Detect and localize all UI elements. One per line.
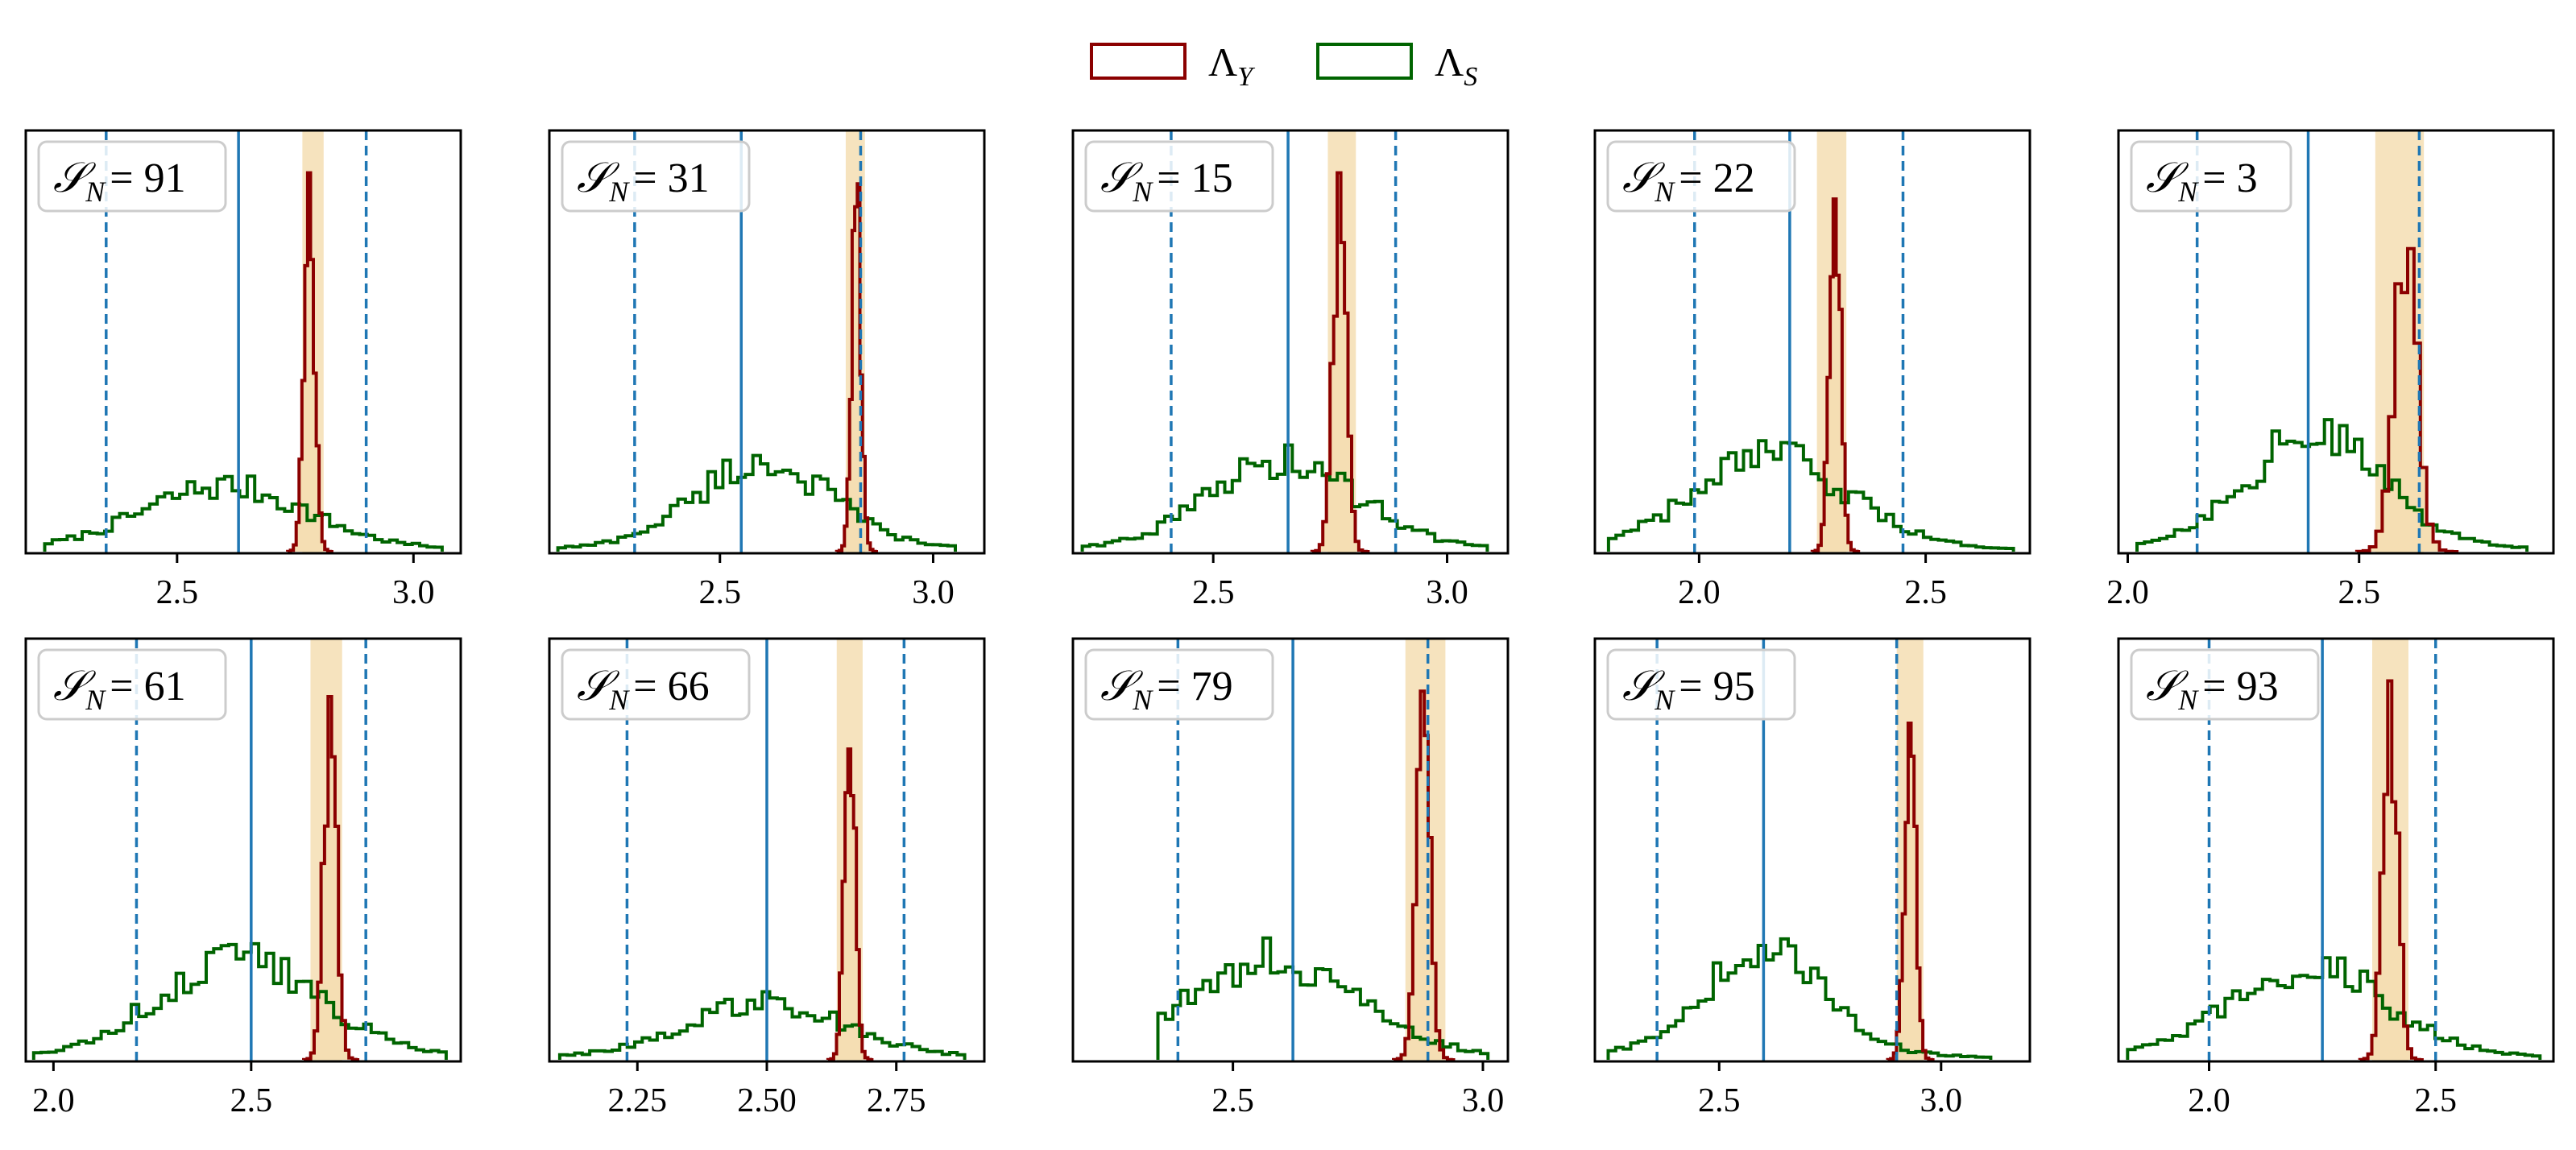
lambda-y-histogram [286,171,333,553]
legend-label-lambda-s: ΛS [1435,39,1477,92]
axes-frame [2117,637,2555,1063]
panel-label-box [1084,648,1274,721]
lambda-y-fill [1394,691,1456,1060]
lambda-s-histogram [1080,443,1489,552]
x-tick-label: 2.5 [1698,1082,1741,1119]
panel-3: 2.0 2.5 𝒮N = 3 [2106,129,2555,611]
x-tick-label: 2.5 [2338,574,2380,611]
lambda-y-histogram [302,695,360,1061]
panel-label-box [1606,648,1796,721]
panel-label: 𝒮N = 95 [1622,664,1755,716]
x-tick-label: 3.0 [1426,574,1468,611]
legend-swatch-lambda-s [1316,43,1413,80]
lambda-s-histogram [2126,956,2542,1060]
x-tick-label: 2.0 [2106,574,2149,611]
panel-label-box [37,140,227,213]
lambda-y-histogram [835,182,878,553]
panel-label-box [561,140,751,213]
lambda-y-fill [304,697,360,1060]
panel-label: 𝒮N = 15 [1100,155,1233,208]
panel-label: 𝒮N = 31 [577,155,710,208]
panel-grid: 2.5 3.0𝒮N = 912.5 3.0𝒮N = 312.5 3.0𝒮N = 152.0 2… [24,129,2555,1119]
panel-label-box [1606,140,1796,213]
x-tick-label: 2.0 [32,1082,75,1119]
panel-label: 𝒮N = 61 [53,664,186,716]
x-tick-label: 2.0 [2188,1082,2230,1119]
lambda-y-fill [1311,172,1370,552]
lambda-y-fill [2359,680,2424,1060]
x-tick-label: 2.5 [1211,1082,1254,1119]
lambda-s-histogram [1606,937,1993,1060]
x-tick-label: 3.0 [392,574,435,611]
axes-frame [1071,129,1510,555]
panel-66: 2.25 2.50 2.75 𝒮N = 66 [548,637,986,1119]
panel-15: 2.5 3.0 𝒮N = 15 [1071,129,1510,611]
axes-frame [1071,637,1510,1063]
x-tick-label: 2.5 [156,574,199,611]
panel-label: 𝒮N = 3 [2146,155,2258,208]
axes-frame [1593,129,2031,555]
x-tick-label: 2.5 [1192,574,1235,611]
axes-frame [24,129,462,555]
legend-label-lambda-y: ΛY [1208,39,1255,92]
x-tick-label: 2.5 [1904,574,1947,611]
axes-frame [548,129,986,555]
panel-label: 𝒮N = 22 [1622,155,1755,208]
x-tick-label: 2.25 [608,1082,668,1119]
x-tick-label: 3.0 [912,574,955,611]
lambda-y-fill [1887,723,1935,1060]
panel-label: 𝒮N = 79 [1100,664,1233,716]
lambda-y-histogram [1392,689,1456,1061]
lambda-s-histogram [1156,936,1490,1060]
x-tick-label: 3.0 [1462,1082,1505,1119]
panel-label-box [1084,140,1274,213]
x-tick-label: 2.0 [1678,574,1721,611]
panel-label-box [561,648,751,721]
lambda-s-histogram [557,990,967,1060]
panel-91: 2.5 3.0 𝒮N = 91 [24,129,462,611]
panel-label-box [2130,648,2320,721]
panel-label: 𝒮N = 93 [2146,664,2279,716]
panel-95: 2.5 3.0 𝒮N = 95 [1593,637,2031,1119]
lambda-y-histogram [2358,679,2424,1061]
lambda-s-histogram [556,453,957,552]
lambda-s-histogram [43,474,444,552]
panel-label-box [2130,140,2292,213]
lambda-y-histogram [2354,246,2459,553]
legend-swatch-lambda-y [1090,43,1187,80]
lambda-y-histogram [1810,197,1861,553]
lambda-y-histogram [1310,171,1370,553]
panel-31: 2.5 3.0 𝒮N = 31 [548,129,986,611]
x-tick-label: 2.5 [699,574,742,611]
lambda-s-histogram [1606,439,2015,552]
x-tick-label: 2.5 [2415,1082,2458,1119]
axes-frame [1593,637,2031,1063]
panel-label: 𝒮N = 66 [577,664,710,716]
panel-label-box [37,648,227,721]
panel-93: 2.0 2.5 𝒮N = 93 [2117,637,2555,1119]
axes-frame [24,637,462,1063]
x-tick-label: 2.5 [230,1082,273,1119]
axes-frame [2117,129,2555,555]
lambda-s-histogram [31,941,448,1060]
panel-61: 2.0 2.5 𝒮N = 61 [24,637,462,1119]
lambda-y-fill [2356,248,2459,552]
lambda-y-histogram [1886,722,1935,1061]
lambda-y-fill [288,172,333,552]
panel-22: 2.0 2.5 𝒮N = 22 [1593,129,2031,611]
lambda-s-histogram [2135,418,2529,552]
x-tick-label: 3.0 [1920,1082,1963,1119]
x-tick-label: 2.50 [737,1082,797,1119]
lambda-y-fill [836,184,878,552]
panel-label: 𝒮N = 91 [53,155,186,208]
legend: ΛY ΛS [1090,39,1477,92]
panel-79: 2.5 3.0 𝒮N = 79 [1071,637,1510,1119]
lambda-y-histogram [826,747,874,1061]
x-tick-label: 2.75 [867,1082,926,1119]
